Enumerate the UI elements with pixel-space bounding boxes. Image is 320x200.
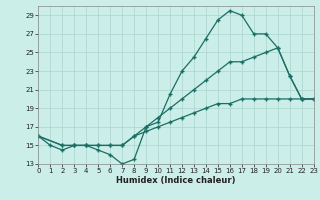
- X-axis label: Humidex (Indice chaleur): Humidex (Indice chaleur): [116, 176, 236, 185]
